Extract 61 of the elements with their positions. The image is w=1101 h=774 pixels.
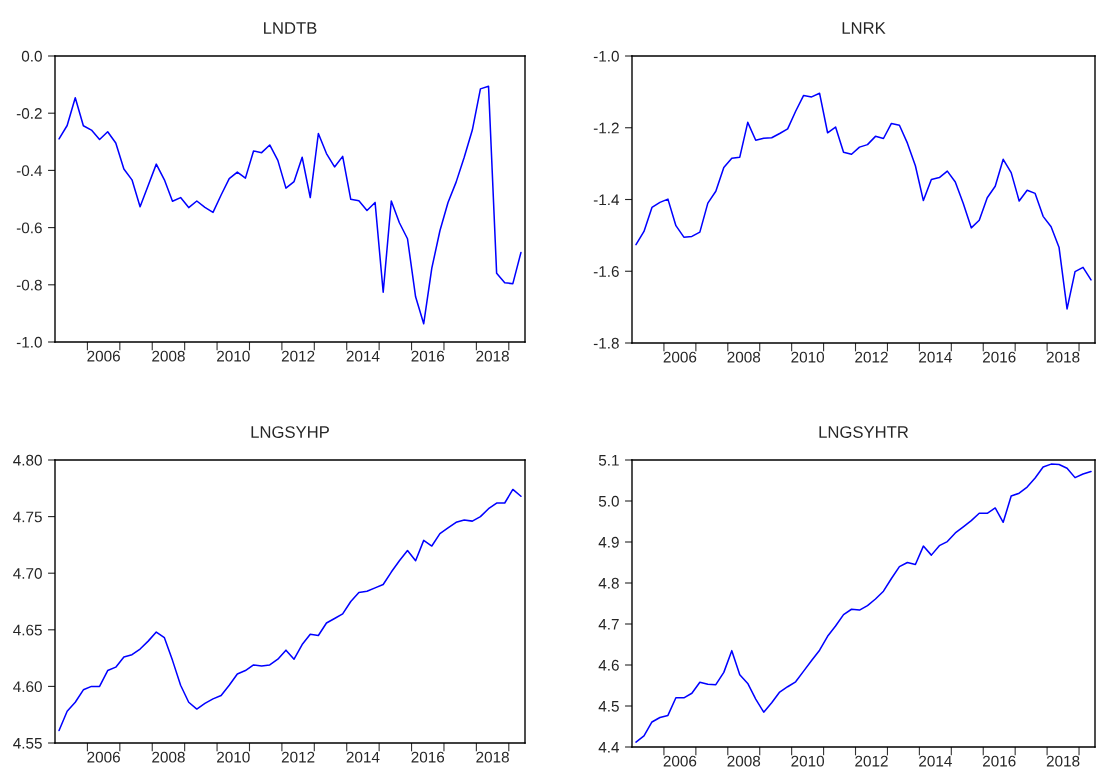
y-tick-label: 4.4: [598, 742, 620, 753]
x-tick-label: 2008: [727, 755, 761, 767]
y-tick-label: -0.8: [16, 279, 42, 291]
y-tick-label: 4.80: [13, 454, 42, 466]
y-tick-label: -1.6: [593, 266, 619, 277]
line-series: [635, 463, 1092, 743]
x-tick-label: 2010: [217, 350, 250, 362]
x-tick-label: 2010: [791, 351, 825, 363]
line-series: [635, 92, 1092, 310]
x-tick-label: 2018: [1046, 755, 1080, 767]
x-tick-label: 2010: [217, 751, 250, 763]
y-tick-label: 4.75: [13, 511, 42, 523]
x-tick-label: 2018: [476, 350, 509, 362]
x-tick-label: 2016: [982, 351, 1016, 363]
x-tick-label: 2008: [152, 751, 185, 763]
x-tick-label: 2006: [87, 751, 120, 763]
y-tick-label: 4.5: [598, 701, 619, 712]
y-tick-label: -0.6: [16, 222, 42, 234]
y-tick-label: -0.4: [16, 165, 43, 177]
x-tick-label: 2012: [855, 755, 888, 767]
y-tick-label: -1.4: [593, 194, 620, 206]
y-tick-label: -1.8: [593, 337, 619, 349]
y-tick-label: 5.1: [598, 455, 619, 466]
y-tick-label: 4.55: [13, 738, 42, 749]
y-tick-label: 4.70: [13, 568, 42, 579]
x-tick-label: 2016: [982, 755, 1016, 767]
x-tick-label: 2008: [727, 351, 761, 363]
x-tick-label: 2008: [152, 350, 185, 362]
y-tick-label: 4.9: [598, 536, 619, 548]
y-tick-label: 5.0: [598, 495, 619, 507]
x-tick-label: 2014: [919, 755, 952, 767]
y-tick-label: 4.8: [598, 577, 619, 589]
y-tick-label: 0.0: [21, 50, 42, 62]
x-tick-label: 2010: [791, 755, 825, 767]
x-tick-label: 2012: [855, 351, 888, 363]
chart-title: LNRK: [842, 22, 886, 34]
chart-title: LNGSYHP: [251, 426, 329, 438]
y-tick-label: -1.0: [16, 336, 42, 348]
y-tick-label: 4.65: [13, 624, 42, 636]
x-tick-label: 2006: [87, 350, 120, 362]
x-tick-label: 2014: [346, 751, 380, 763]
chart-title: LNGSYHTR: [819, 426, 909, 438]
x-tick-label: 2018: [1046, 351, 1080, 363]
y-tick-label: -0.2: [16, 108, 42, 119]
y-tick-label: 4.60: [13, 681, 42, 693]
x-tick-label: 2012: [281, 350, 315, 362]
y-tick-label: 4.7: [598, 619, 619, 630]
line-series: [58, 85, 522, 325]
chart-title: LNDTB: [264, 22, 317, 34]
x-tick-label: 2006: [663, 351, 697, 363]
y-tick-label: 4.6: [598, 659, 619, 671]
x-tick-label: 2014: [919, 351, 952, 363]
y-tick-label: -1.0: [593, 50, 619, 62]
x-tick-label: 2012: [281, 751, 315, 763]
y-tick-label: -1.2: [593, 122, 619, 134]
x-tick-label: 2006: [663, 755, 697, 767]
line-series: [58, 488, 522, 732]
x-tick-label: 2014: [346, 350, 380, 362]
x-tick-label: 2018: [476, 751, 509, 763]
x-tick-label: 2016: [411, 751, 445, 763]
x-tick-label: 2016: [411, 350, 445, 362]
